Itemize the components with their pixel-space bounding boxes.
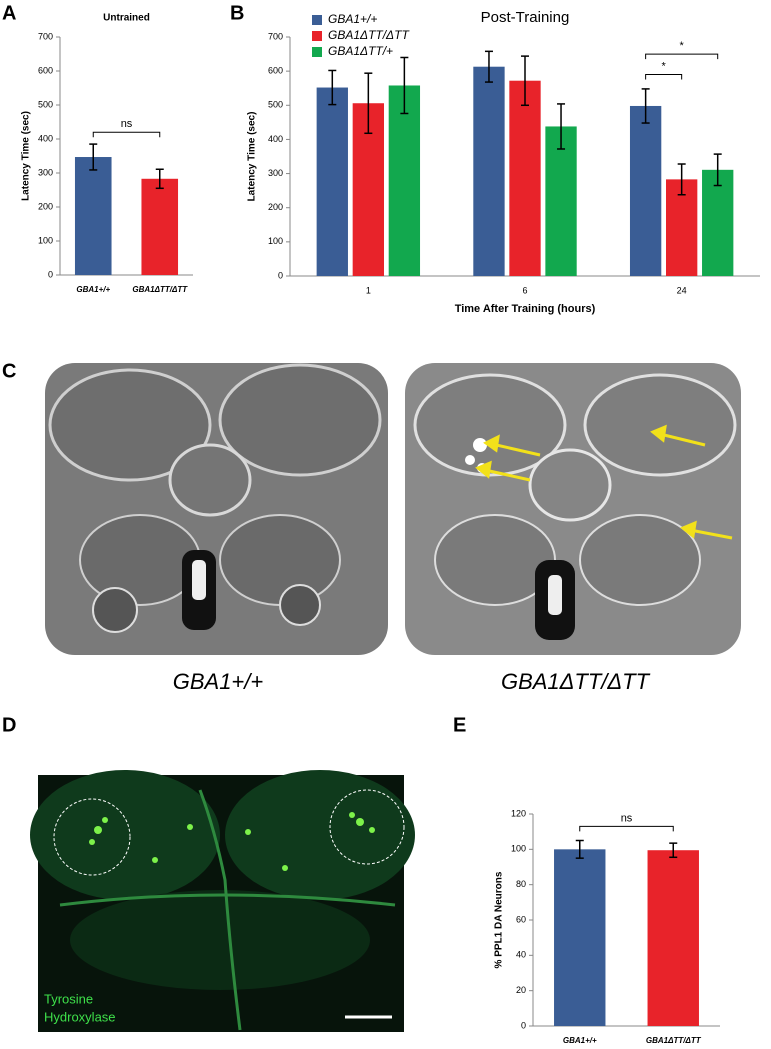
x-tick-label: GBA1ΔTT/ΔTT	[646, 1036, 702, 1044]
legend-swatch	[312, 31, 322, 41]
panel-label: D	[2, 714, 16, 736]
y-axis-label: Latency Time (sec)	[21, 111, 32, 201]
y-axis-label: Latency Time (sec)	[247, 112, 258, 202]
bar	[629, 105, 662, 277]
legend-label: GBA1ΔTT/+	[328, 44, 393, 58]
x-tick-label: GBA1+/+	[563, 1036, 597, 1044]
bar	[509, 80, 541, 277]
image-caption: GBA1ΔTT/ΔTT	[501, 669, 651, 694]
chart-title: Untrained	[103, 13, 150, 24]
y-tick-label: 700	[268, 31, 283, 41]
x-tick-label: 6	[522, 285, 527, 295]
y-tick-label: 80	[516, 879, 526, 889]
y-tick-label: 200	[268, 202, 283, 212]
y-tick-label: 400	[268, 134, 283, 144]
legend-label: GBA1ΔTT/ΔTT	[328, 28, 410, 42]
y-tick-label: 600	[38, 65, 53, 75]
significance-label: ns	[121, 118, 133, 130]
significance-label: *	[662, 60, 667, 72]
significance-bracket	[645, 53, 719, 60]
micrograph-right	[405, 363, 741, 655]
x-axis-label: Time After Training (hours)	[455, 303, 596, 315]
significance-bracket	[579, 825, 674, 832]
image-caption: GBA1+/+	[173, 669, 264, 694]
panel-label: A	[2, 2, 16, 24]
bar	[554, 849, 606, 1026]
y-tick-label: 500	[268, 100, 283, 110]
y-tick-label: 0	[278, 270, 283, 280]
y-tick-label: 0	[521, 1020, 526, 1030]
y-tick-label: 0	[48, 269, 53, 279]
y-tick-label: 100	[268, 236, 283, 246]
y-tick-label: 400	[38, 133, 53, 143]
y-tick-label: 300	[38, 167, 53, 177]
stain-label: Hydroxylase	[44, 1009, 116, 1024]
bar	[141, 178, 179, 275]
y-tick-label: 100	[511, 844, 526, 854]
bar	[702, 169, 734, 276]
legend-swatch	[312, 15, 322, 25]
bar	[388, 85, 421, 277]
bar	[74, 157, 112, 275]
legend-label: GBA1+/+	[328, 12, 377, 26]
bar	[647, 850, 699, 1026]
y-axis-label: % PPL1 DA Neurons	[494, 871, 505, 968]
significance-label: *	[680, 40, 685, 52]
significance-bracket	[645, 74, 683, 80]
stain-label: Tyrosine	[44, 991, 93, 1006]
bar	[473, 66, 505, 276]
panel-label: B	[230, 2, 244, 24]
x-tick-label: GBA1+/+	[76, 285, 110, 294]
y-tick-label: 40	[516, 950, 526, 960]
y-tick-label: 300	[268, 168, 283, 178]
legend-swatch	[312, 47, 322, 57]
panel-label: C	[2, 360, 16, 382]
bar	[545, 126, 577, 276]
micrograph-left	[45, 363, 388, 655]
x-tick-label: 1	[366, 285, 371, 295]
y-tick-label: 120	[511, 808, 526, 818]
bar	[316, 87, 348, 276]
y-tick-label: 700	[38, 31, 53, 41]
y-tick-label: 200	[38, 201, 53, 211]
significance-label: ns	[621, 812, 633, 824]
y-tick-label: 500	[38, 99, 53, 109]
y-tick-label: 600	[268, 66, 283, 76]
fluorescence-image	[30, 770, 415, 1032]
panel-label: E	[453, 714, 466, 736]
y-tick-label: 60	[516, 914, 526, 924]
y-tick-label: 20	[516, 985, 526, 995]
x-tick-label: 24	[677, 285, 687, 295]
significance-bracket	[92, 131, 161, 138]
x-tick-label: GBA1ΔTT/ΔTT	[132, 285, 188, 294]
y-tick-label: 100	[38, 235, 53, 245]
chart-title: Post-Training	[481, 9, 570, 26]
